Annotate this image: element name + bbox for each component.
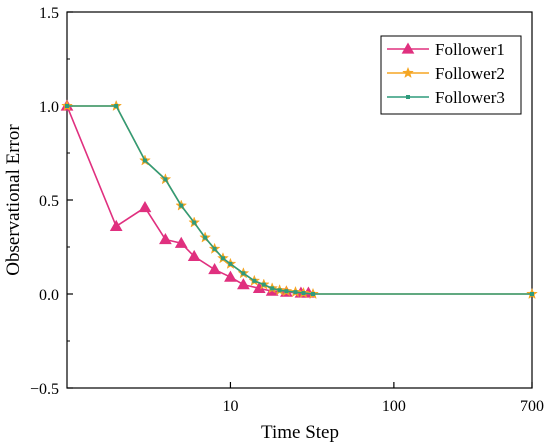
data-point xyxy=(224,270,237,282)
x-tick-label: 700 xyxy=(520,398,544,415)
data-point xyxy=(252,278,257,283)
x-axis-label: Time Step xyxy=(261,422,339,443)
legend-label: Follower2 xyxy=(435,64,505,83)
data-point xyxy=(138,201,152,213)
data-point xyxy=(192,220,197,225)
data-point xyxy=(220,256,225,261)
data-point xyxy=(142,158,147,163)
data-point xyxy=(228,261,233,266)
y-tick-label: 0.5 xyxy=(39,193,59,210)
data-point xyxy=(301,291,306,296)
y-tick-label: 1.0 xyxy=(39,99,59,116)
data-point xyxy=(277,288,282,293)
legend-marker xyxy=(401,42,415,54)
data-point xyxy=(174,236,188,248)
series-line xyxy=(66,105,309,294)
legend-label: Follower1 xyxy=(435,40,505,59)
data-point xyxy=(293,290,298,295)
series-line xyxy=(67,105,532,295)
y-tick-label: 1.5 xyxy=(39,5,59,22)
data-point xyxy=(163,177,168,182)
data-point xyxy=(179,203,184,208)
x-tick-label: 10 xyxy=(222,398,238,415)
data-point xyxy=(261,282,266,287)
legend-marker xyxy=(406,95,410,99)
legend-marker xyxy=(402,66,414,79)
data-point xyxy=(530,292,534,296)
legend: Follower1 Follower2 Follower3 xyxy=(380,35,522,115)
legend-label: Follower3 xyxy=(435,88,505,107)
series-line xyxy=(67,105,532,295)
y-tick-label: −0.5 xyxy=(30,381,59,398)
data-point xyxy=(311,292,316,296)
data-point xyxy=(284,289,289,294)
data-point xyxy=(208,263,221,275)
data-point xyxy=(159,232,172,245)
x-tick-label: 100 xyxy=(382,398,406,415)
series-layer xyxy=(60,99,538,300)
data-point xyxy=(109,219,123,231)
y-axis-label: Observational Error xyxy=(3,124,24,276)
data-point xyxy=(114,104,119,108)
data-point xyxy=(270,286,275,291)
series-2 xyxy=(61,99,538,300)
data-point xyxy=(237,278,250,290)
data-point xyxy=(203,235,208,240)
series-3 xyxy=(65,104,534,296)
data-point xyxy=(241,271,246,276)
data-point xyxy=(65,104,69,108)
data-point xyxy=(212,246,217,251)
y-tick-label: 0.0 xyxy=(39,287,59,304)
series-1 xyxy=(60,99,315,298)
data-point xyxy=(187,249,201,262)
